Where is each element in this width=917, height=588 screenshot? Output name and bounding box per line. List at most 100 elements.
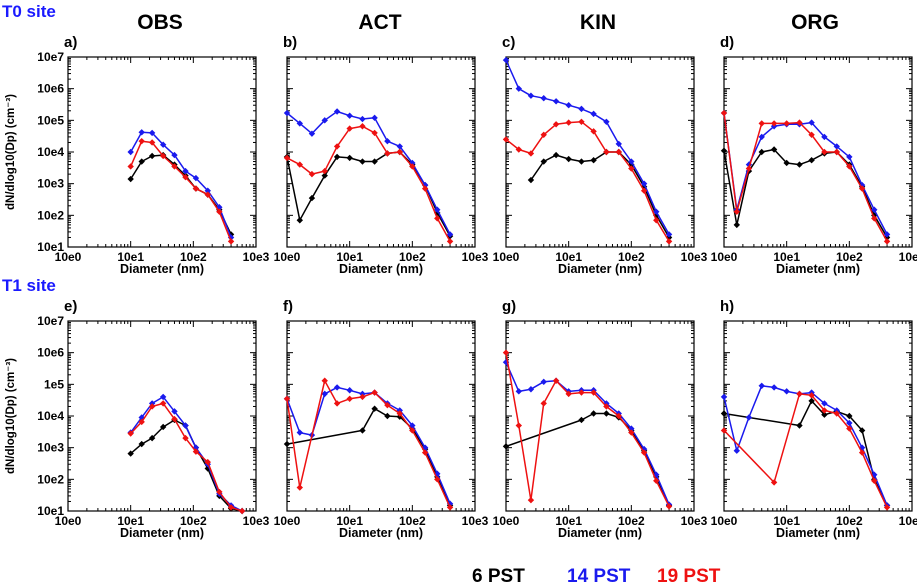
data-point	[238, 507, 246, 515]
x-tick-label: 10e2	[618, 250, 645, 264]
site-label-t1: T1 site	[2, 276, 56, 295]
data-point	[578, 416, 585, 424]
x-tick-label: 10e0	[711, 514, 738, 528]
x-tick-label: 10e2	[836, 250, 863, 264]
data-point	[138, 129, 145, 136]
y-tick-label: 10e3	[37, 177, 64, 191]
data-point	[308, 130, 316, 137]
series-line-14pst	[286, 110, 451, 235]
data-point	[308, 170, 316, 178]
y-tick-label: 10e4	[37, 409, 64, 423]
x-axis-label: Diameter (nm)	[558, 262, 642, 276]
legend: 6 PST 14 PST 19 PST	[472, 566, 721, 587]
data-point	[821, 411, 828, 418]
data-point	[216, 488, 223, 496]
data-point	[138, 418, 145, 426]
data-point	[552, 151, 560, 159]
data-point	[159, 141, 167, 148]
plot-frame	[723, 320, 913, 512]
y-tick-label: 10e2	[37, 472, 64, 486]
data-point	[148, 129, 156, 137]
data-point	[758, 148, 765, 156]
data-point	[359, 115, 366, 123]
x-tick-label: 10e3	[899, 250, 917, 264]
data-point	[590, 157, 597, 164]
x-tick-label: 10e3	[681, 514, 708, 528]
data-point	[565, 155, 572, 163]
data-point	[578, 118, 585, 125]
data-point	[384, 412, 391, 420]
plot-frame	[67, 56, 257, 248]
legend-6pst: 6 PST	[472, 566, 525, 587]
data-point	[858, 449, 866, 456]
data-point	[540, 158, 547, 165]
data-point	[871, 206, 878, 213]
data-point	[883, 504, 891, 511]
data-point	[653, 471, 660, 478]
data-point	[615, 148, 622, 156]
x-axis-label: Diameter (nm)	[558, 526, 642, 540]
data-point	[502, 136, 510, 143]
series-line-14pst	[505, 59, 670, 235]
data-point	[204, 187, 211, 194]
data-point	[821, 133, 828, 141]
data-point	[720, 410, 728, 417]
y-tick-label: 10e5	[37, 113, 64, 127]
x-axis-label: Diameter (nm)	[120, 526, 204, 540]
data-point	[148, 434, 156, 442]
data-point	[628, 158, 635, 165]
data-point	[720, 109, 728, 117]
data-point	[783, 159, 790, 167]
data-point	[515, 85, 522, 92]
data-point	[396, 143, 403, 150]
data-point	[590, 110, 597, 118]
data-point	[578, 389, 585, 396]
data-point	[359, 158, 366, 165]
data-point	[171, 163, 178, 170]
data-point	[745, 165, 753, 172]
data-point	[171, 408, 178, 415]
data-point	[321, 117, 328, 124]
column-header-act: ACT	[358, 11, 401, 34]
data-point	[204, 191, 211, 198]
data-point	[434, 206, 441, 213]
data-point	[833, 148, 840, 156]
x-tick-label: 10e0	[493, 514, 520, 528]
column-header-obs: OBS	[137, 11, 183, 34]
legend-14pst: 14 PST	[567, 566, 631, 587]
x-tick-label: 10e2	[836, 514, 863, 528]
data-point	[192, 174, 200, 182]
data-point	[502, 443, 510, 450]
data-point	[871, 477, 878, 484]
data-point	[396, 410, 403, 417]
x-tick-label: 10e3	[243, 514, 270, 528]
data-point	[821, 400, 828, 407]
plot-frame	[723, 56, 913, 248]
data-point	[770, 479, 778, 486]
x-tick-label: 10e0	[493, 250, 520, 264]
data-point	[603, 148, 610, 156]
data-point	[653, 477, 660, 484]
data-point	[758, 382, 765, 389]
x-tick-label: 10e0	[274, 514, 301, 528]
data-point	[846, 412, 853, 420]
data-point	[446, 504, 454, 511]
data-point	[127, 163, 134, 170]
data-point	[640, 180, 648, 187]
panel-label: a)	[64, 34, 77, 51]
panel-label: e)	[64, 298, 77, 315]
x-axis-label: Diameter (nm)	[339, 262, 423, 276]
data-point	[590, 389, 597, 396]
data-point	[359, 393, 366, 401]
data-point	[308, 194, 316, 202]
data-point	[421, 449, 429, 456]
x-tick-label: 10e3	[462, 250, 489, 264]
y-tick-label: 10e1	[37, 240, 64, 254]
data-point	[846, 425, 853, 432]
x-tick-label: 10e2	[180, 514, 207, 528]
y-tick-label: 10e6	[37, 346, 64, 360]
data-point	[871, 471, 878, 478]
data-point	[384, 401, 391, 409]
data-point	[653, 208, 660, 215]
